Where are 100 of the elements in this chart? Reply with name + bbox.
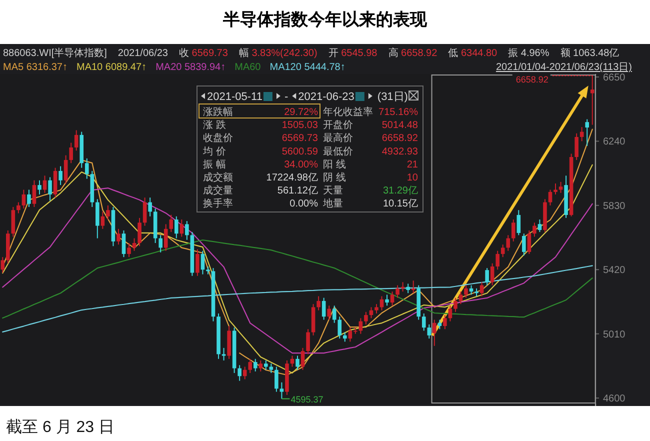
candlestick [527, 230, 532, 254]
candlestick [196, 248, 200, 276]
annotation: 阴 线 [323, 172, 346, 184]
annotation: 涨跌幅 [203, 106, 233, 118]
candlestick [158, 234, 162, 253]
candlestick [122, 230, 126, 258]
candlestick [296, 355, 300, 370]
annotation: 4932.93 [382, 146, 418, 158]
candlestick [185, 220, 189, 240]
candlestick [390, 291, 394, 306]
candlestick [27, 189, 31, 208]
candlestick [485, 268, 489, 286]
candlestick [322, 297, 326, 320]
candlestick [222, 347, 226, 361]
annotation: 5600.59 [282, 146, 318, 158]
candlestick [327, 305, 331, 320]
candlestick [432, 319, 436, 346]
candlestick [100, 211, 105, 230]
annotation: 1505.03 [282, 120, 318, 132]
candlestick [48, 176, 52, 202]
annotation: 29.72% [284, 107, 318, 118]
candlestick [106, 204, 110, 220]
candlestick [127, 242, 131, 258]
candlestick [427, 324, 432, 340]
annotation: 换手率 [203, 198, 233, 210]
candlestick [148, 197, 152, 217]
y-tick-label: 5830 [603, 200, 626, 212]
text: 886063.WI[半导体指数] [3, 47, 108, 59]
candlestick [238, 364, 242, 382]
candlestick [554, 182, 558, 195]
candlestick [174, 216, 178, 239]
annotation: 6658.92 [382, 133, 418, 144]
line-series [2, 239, 593, 319]
candlestick [74, 130, 78, 152]
candlestick [406, 283, 410, 294]
candlestick [16, 202, 20, 214]
text: 振 4.96% [508, 47, 550, 59]
candlestick [443, 314, 447, 330]
annotation: 10.15亿 [382, 198, 418, 210]
text: 2021/06/23 [118, 48, 168, 59]
candlestick [316, 296, 320, 311]
candlestick [585, 118, 589, 146]
candlestick [374, 304, 378, 314]
candlestick [422, 312, 426, 332]
annotation: 阳 线 [323, 158, 346, 170]
annotation: 31.29亿 [382, 186, 418, 197]
text: 额 1063.48亿 [560, 47, 620, 59]
text: MA60 [234, 62, 262, 73]
candlestick [138, 217, 142, 247]
candlestick [511, 219, 516, 242]
candlestick [590, 75, 594, 126]
line-series [2, 265, 593, 333]
candlestick [280, 382, 284, 400]
text: MA120 5444.78↑ [270, 62, 346, 73]
annotation: 4595.37 [290, 394, 324, 404]
candlestick [385, 294, 389, 306]
candlestick [396, 284, 400, 298]
candlestick [84, 158, 89, 180]
candlestick [164, 224, 168, 252]
candlestick [0, 256, 5, 274]
annotation: 34.00% [284, 159, 318, 170]
text: 低 6344.80 [448, 48, 498, 59]
candlestick [253, 358, 258, 372]
candlestick [64, 154, 68, 184]
y-tick-label: 5010 [603, 329, 626, 340]
chart-title: 半导体指数今年以来的表现 [222, 10, 428, 29]
text: 2021/01/04-2021/06/23(113日) [496, 62, 632, 73]
text: 高 6658.92 [388, 47, 438, 59]
candlestick [496, 250, 500, 270]
candlestick [22, 189, 26, 210]
text: 开 6545.98 [328, 48, 378, 59]
candlestick [574, 132, 578, 160]
annotation: 6569.73 [282, 133, 318, 144]
candlestick [532, 222, 536, 238]
candlestick [248, 358, 252, 374]
candlestick [506, 234, 510, 252]
candlestick [200, 250, 205, 275]
annotation: 2021-06-23 [298, 91, 354, 103]
annotation: 715.16% [378, 107, 418, 118]
candlestick [516, 210, 521, 236]
y-tick-label: 6240 [603, 136, 626, 148]
candlestick [548, 189, 552, 206]
annotation: 21 [406, 159, 418, 170]
annotation: 最高价 [323, 132, 353, 144]
candlestick [274, 366, 278, 392]
annotation: 均 价 [202, 145, 226, 158]
text: 收 6569.73 [178, 48, 228, 59]
annotation: 涨 跌 [203, 119, 226, 132]
candlestick [264, 360, 268, 370]
candlestick [454, 297, 458, 312]
candlestick [53, 167, 58, 198]
candlestick [180, 219, 184, 238]
annotation: - [284, 91, 288, 103]
annotation: (31日) [377, 91, 408, 103]
candlestick [269, 363, 274, 374]
candlestick [522, 233, 526, 256]
annotation: 5014.48 [382, 120, 418, 132]
annotation: 收盘价 [203, 132, 233, 144]
annotation: 成交额 [203, 172, 233, 184]
candlestick [332, 305, 336, 324]
